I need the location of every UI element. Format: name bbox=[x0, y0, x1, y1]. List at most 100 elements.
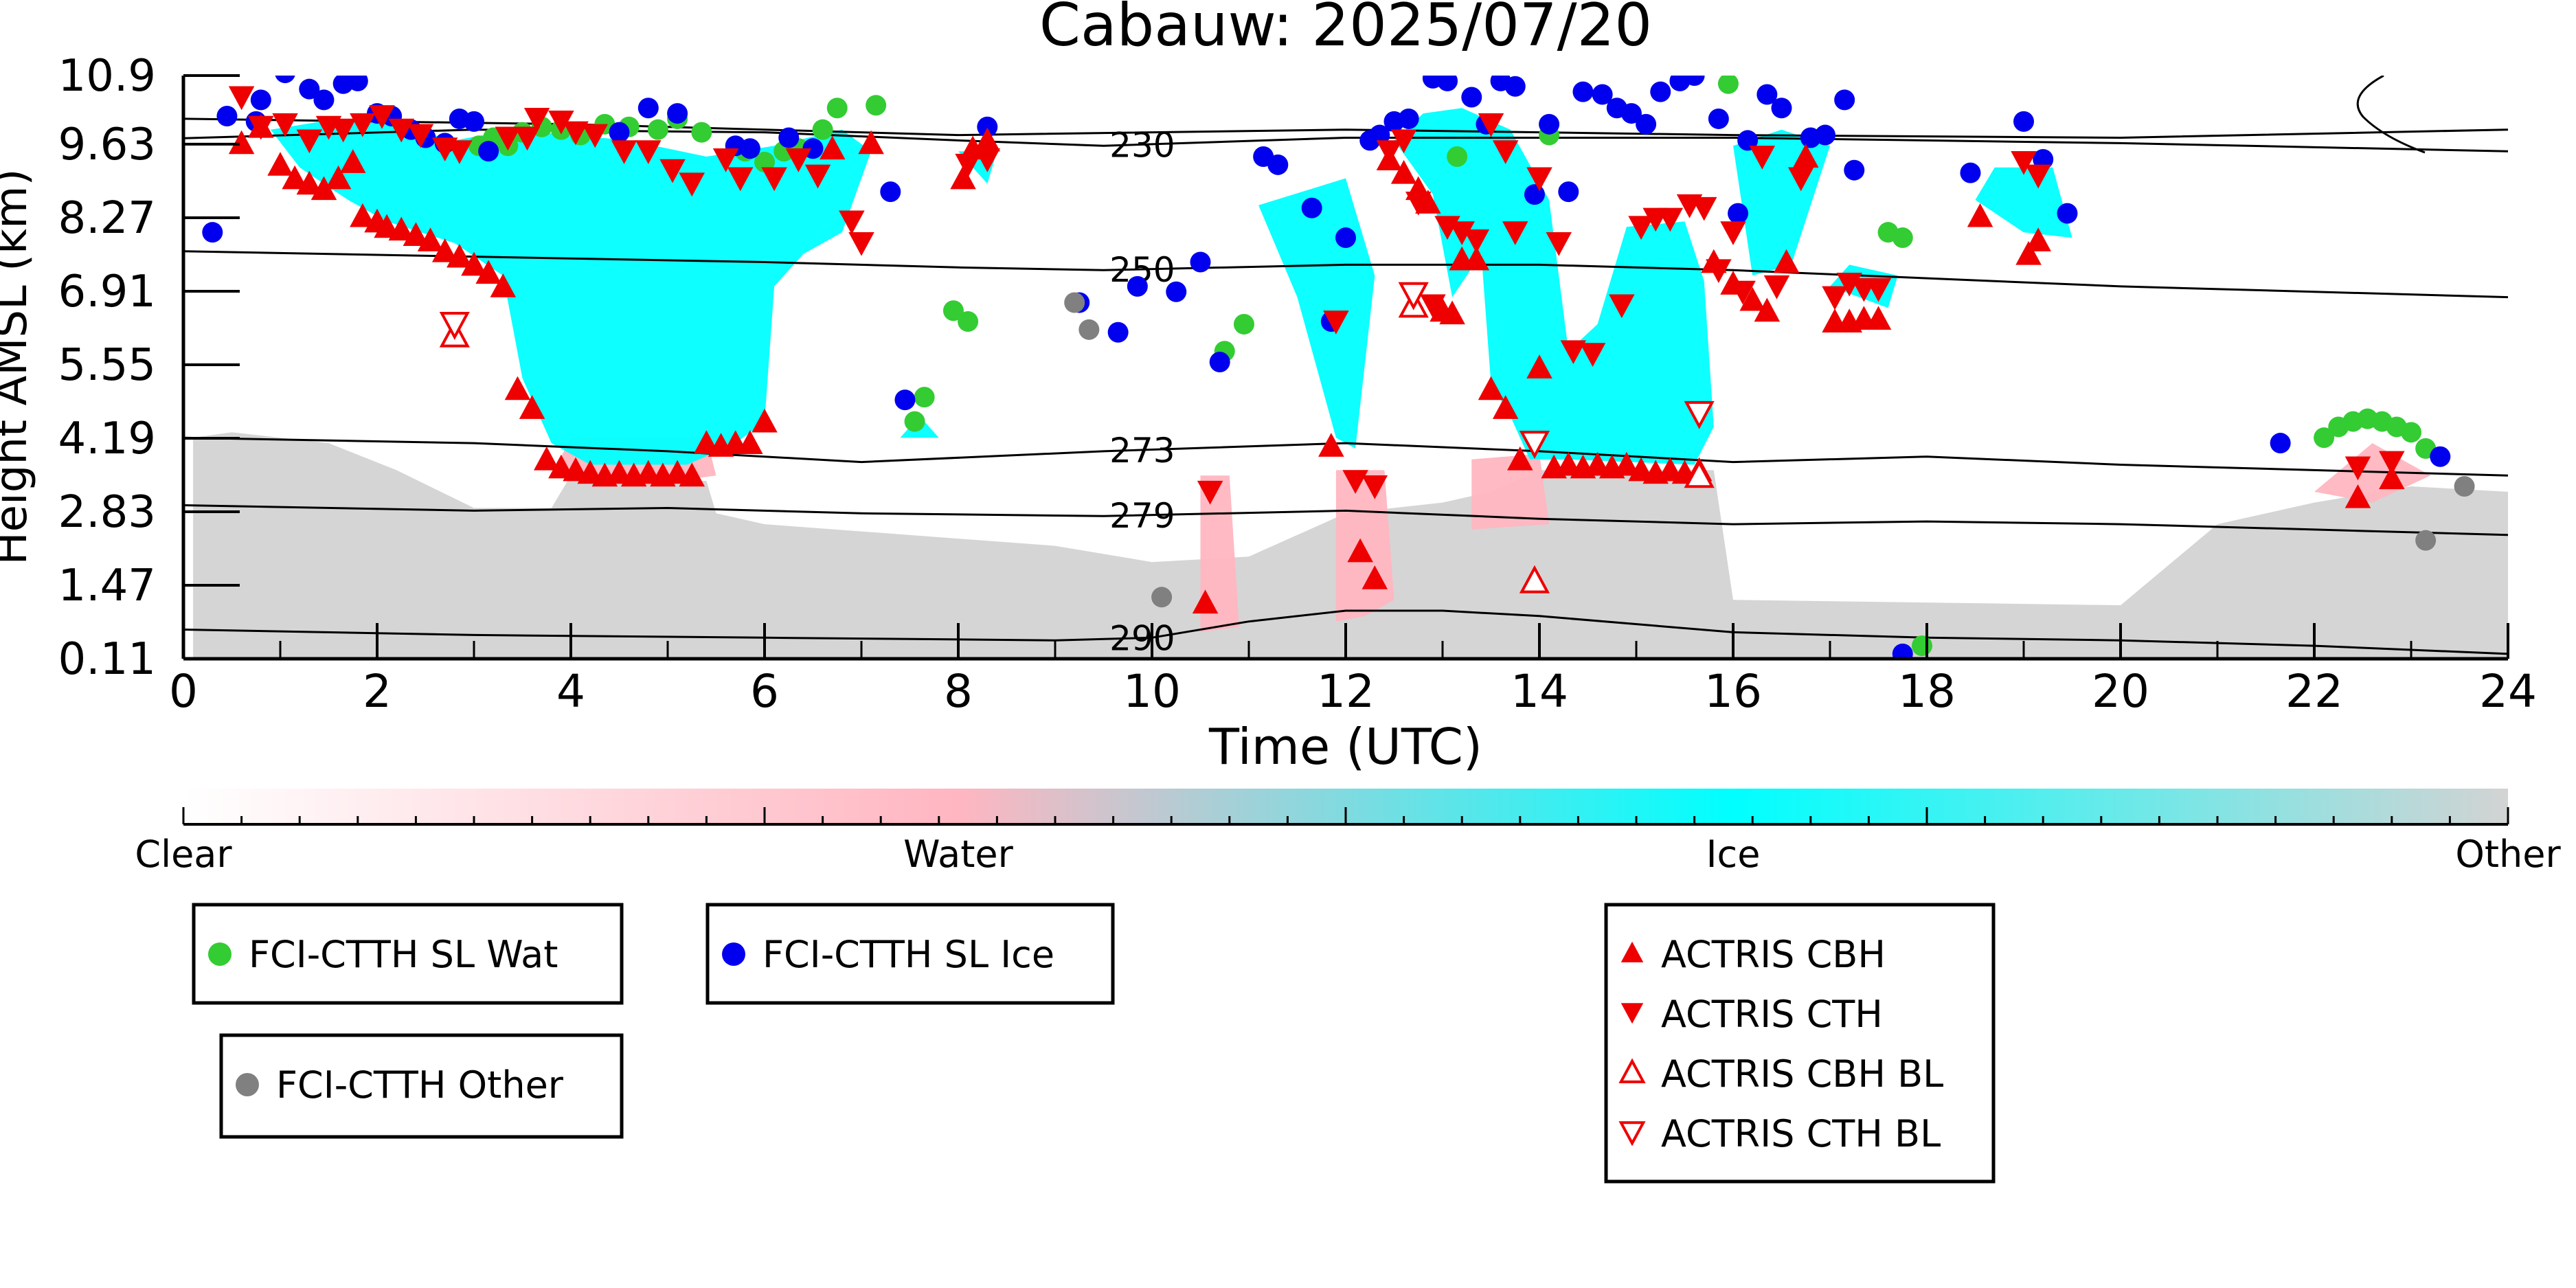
data-point bbox=[1398, 282, 1429, 310]
data-point bbox=[1844, 159, 1865, 181]
legend-entry-label: ACTRIS CTH BL bbox=[1661, 1112, 1941, 1155]
data-point bbox=[1192, 589, 1219, 614]
data-point bbox=[325, 165, 352, 190]
data-point bbox=[1519, 431, 1550, 460]
data-point bbox=[1301, 197, 1322, 218]
data-point bbox=[1449, 221, 1475, 245]
colorbar: Clear Water Ice Other bbox=[135, 789, 2561, 876]
data-point bbox=[347, 76, 368, 91]
chart-title: Cabauw: 2025/07/20 bbox=[1039, 0, 1652, 60]
x-tick-label: 18 bbox=[1898, 665, 1956, 718]
data-point bbox=[1657, 207, 1684, 232]
data-point bbox=[752, 408, 778, 433]
data-point bbox=[1502, 221, 1528, 245]
isotherm-273 bbox=[183, 436, 2508, 477]
data-point bbox=[1437, 76, 1458, 91]
data-point bbox=[2345, 456, 2371, 481]
data-point bbox=[461, 251, 487, 276]
data-point bbox=[1209, 352, 1230, 373]
data-point bbox=[1447, 146, 1468, 168]
data-point bbox=[1190, 251, 1211, 273]
y-tick-label: 4.19 bbox=[58, 414, 157, 464]
data-point bbox=[904, 411, 925, 432]
data-point bbox=[1636, 113, 1657, 135]
data-point bbox=[313, 89, 335, 111]
data-point bbox=[977, 116, 998, 137]
x-axis-label: Time (UTC) bbox=[1208, 718, 1482, 776]
data-point bbox=[1347, 538, 1373, 563]
isotherm-label: 279 bbox=[1109, 496, 1175, 536]
data-point bbox=[2345, 484, 2371, 508]
water-region bbox=[1335, 470, 1394, 622]
data-point bbox=[296, 170, 323, 195]
data-point bbox=[228, 86, 255, 111]
data-point bbox=[955, 153, 981, 178]
data-point bbox=[1620, 941, 1644, 962]
data-point bbox=[1892, 643, 1913, 659]
legends: FCI-CTTH SL Wat FCI-CTTH SL Ice FCI-CTTH O… bbox=[192, 903, 1996, 1184]
data-point bbox=[1151, 587, 1173, 608]
data-point bbox=[1728, 203, 1749, 224]
data-point bbox=[447, 140, 473, 164]
data-point bbox=[2025, 227, 2051, 251]
data-point bbox=[267, 152, 293, 176]
data-point bbox=[1865, 306, 1892, 330]
y-tick-label: 6.91 bbox=[58, 267, 157, 317]
data-point bbox=[1420, 294, 1446, 319]
data-point bbox=[914, 387, 935, 408]
data-point bbox=[1691, 196, 1717, 221]
y-tick-label: 5.55 bbox=[58, 340, 157, 391]
isotherm-250 bbox=[183, 250, 2508, 299]
data-point bbox=[310, 176, 337, 201]
data-point bbox=[727, 167, 754, 192]
data-point bbox=[1618, 1121, 1646, 1146]
data-point bbox=[1684, 460, 1715, 488]
data-point bbox=[1834, 89, 1855, 111]
data-point bbox=[1558, 181, 1579, 203]
data-point bbox=[679, 462, 705, 487]
data-point bbox=[1708, 108, 1729, 129]
isotherm-label: 273 bbox=[1109, 431, 1175, 471]
data-point bbox=[563, 121, 589, 146]
series-actris-cth-bl bbox=[439, 282, 1715, 460]
data-point bbox=[350, 113, 376, 137]
x-tick-label: 8 bbox=[944, 665, 973, 718]
data-point bbox=[1342, 470, 1368, 494]
legend-frame bbox=[705, 903, 1115, 1005]
data-point bbox=[1737, 130, 1759, 151]
data-point bbox=[388, 216, 414, 241]
data-point bbox=[1756, 84, 1778, 105]
data-point bbox=[1967, 203, 1993, 227]
legend-entry-label: ACTRIS CBH BL bbox=[1661, 1052, 1943, 1096]
data-point bbox=[1749, 146, 1776, 170]
data-point bbox=[417, 227, 444, 251]
data-point bbox=[1463, 229, 1490, 253]
data-point bbox=[2379, 451, 2405, 475]
data-point bbox=[250, 89, 271, 111]
data-point bbox=[1684, 76, 1705, 86]
series-actris-cbh-bl bbox=[439, 289, 1715, 594]
legend-box: FCI-CTTH Other bbox=[219, 1033, 624, 1139]
data-point bbox=[1822, 286, 1848, 310]
data-point bbox=[1376, 140, 1403, 164]
data-point bbox=[1197, 480, 1223, 505]
colorbar-label: Ice bbox=[1706, 833, 1761, 876]
x-tick-label: 0 bbox=[169, 665, 198, 718]
data-point bbox=[1504, 76, 1526, 97]
colorbar-label: Water bbox=[903, 833, 1013, 876]
legend-entry-label: ACTRIS CTH bbox=[1661, 993, 1883, 1036]
data-point bbox=[1166, 281, 1187, 302]
data-point bbox=[495, 126, 521, 151]
data-point bbox=[208, 942, 231, 966]
data-point bbox=[2270, 433, 2291, 454]
data-point bbox=[635, 140, 662, 164]
ice-region bbox=[1733, 129, 1830, 276]
data-point bbox=[950, 165, 976, 190]
legend-entry-label: FCI-CTTH Other bbox=[276, 1063, 564, 1107]
data-point bbox=[2057, 203, 2078, 224]
ice-region bbox=[1258, 178, 1375, 449]
data-point bbox=[2025, 164, 2051, 189]
data-point bbox=[1892, 227, 1913, 249]
